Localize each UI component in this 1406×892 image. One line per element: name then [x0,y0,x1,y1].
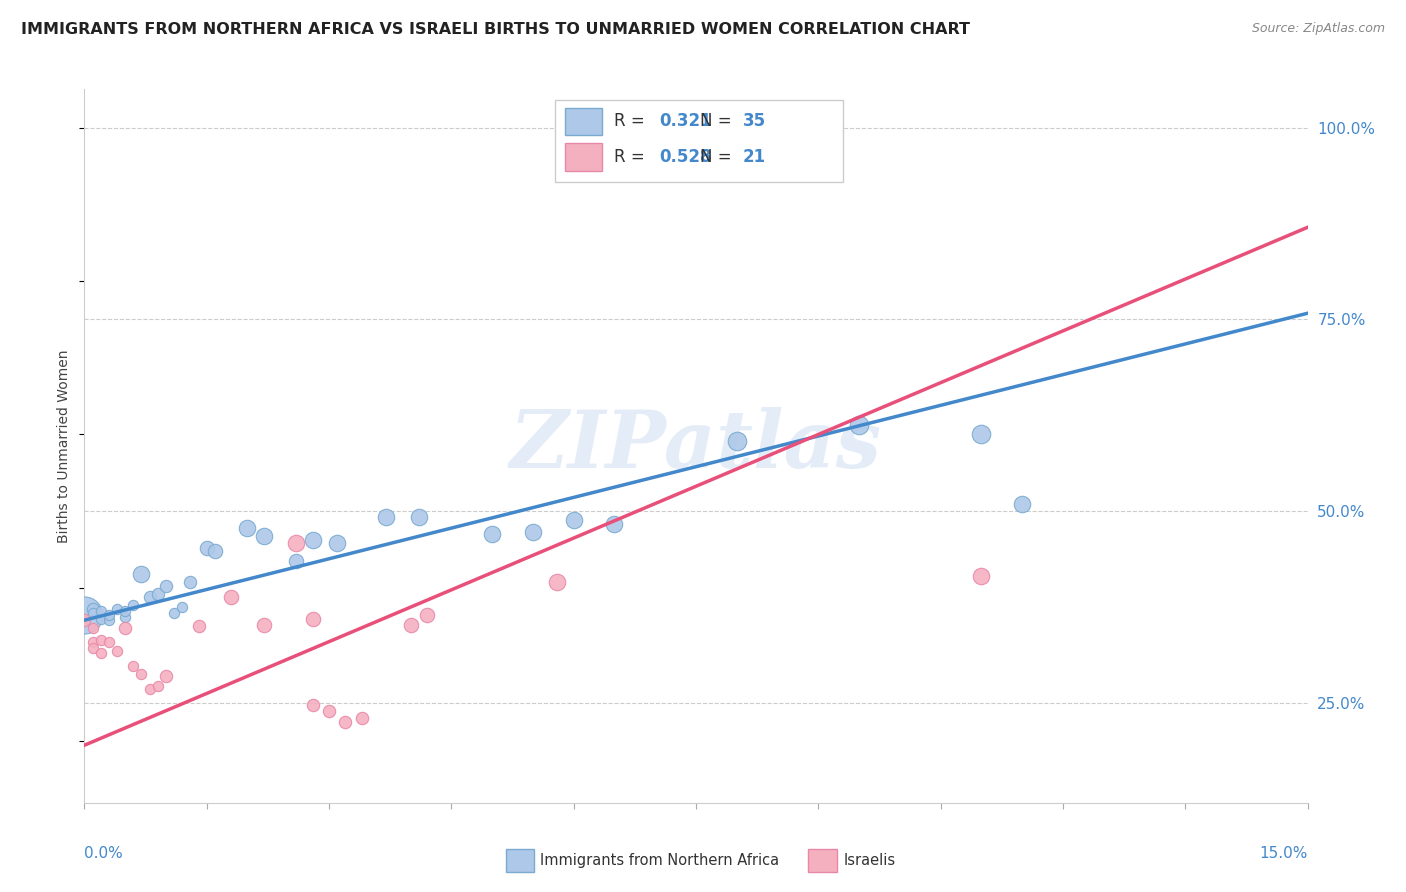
Text: R =: R = [614,148,650,166]
Text: 0.321: 0.321 [659,112,711,130]
Text: 0.528: 0.528 [659,148,711,166]
Point [301,533,323,548]
Point [138,682,160,697]
Point [163,606,186,620]
Text: 0.0%: 0.0% [84,846,124,861]
Point [105,644,128,658]
Point [90,646,112,660]
Text: N =: N = [700,112,737,130]
Point [155,579,177,593]
Point [82,602,104,616]
Point [122,659,145,673]
Point [204,544,226,558]
Point [350,711,373,725]
Text: 21: 21 [742,148,766,166]
Point [73,607,96,622]
FancyBboxPatch shape [565,108,602,135]
Point [82,621,104,635]
FancyBboxPatch shape [565,144,602,170]
Text: Source: ZipAtlas.com: Source: ZipAtlas.com [1251,22,1385,36]
Text: ZIPatlas: ZIPatlas [510,408,882,484]
Point [253,529,276,543]
Point [236,521,259,535]
Point [1011,497,1033,511]
Text: 15.0%: 15.0% [1260,846,1308,861]
Point [179,574,201,589]
Y-axis label: Births to Unmarried Women: Births to Unmarried Women [58,350,72,542]
Point [970,427,993,442]
Point [122,598,145,612]
Point [82,640,104,655]
Point [408,510,430,524]
Point [725,434,748,448]
FancyBboxPatch shape [555,100,842,182]
Point [481,527,503,541]
Point [97,607,120,622]
Point [187,619,209,633]
Point [90,604,112,618]
Point [335,715,357,730]
Point [97,613,120,627]
Point [90,612,112,626]
Point [219,590,242,604]
Point [522,524,544,539]
Point [546,574,568,589]
Point [326,536,349,550]
Point [114,610,136,624]
Point [114,621,136,635]
Point [285,554,308,568]
Point [195,541,218,555]
Point [285,536,308,550]
Point [105,602,128,616]
Point [155,669,177,683]
Point [603,517,626,532]
Point [301,612,323,626]
Point [82,634,104,648]
Point [131,666,153,681]
Point [399,617,422,632]
Point [138,590,160,604]
Text: IMMIGRANTS FROM NORTHERN AFRICA VS ISRAELI BIRTHS TO UNMARRIED WOMEN CORRELATION: IMMIGRANTS FROM NORTHERN AFRICA VS ISRAE… [21,22,970,37]
Point [970,569,993,583]
Point [562,513,585,527]
Point [131,567,153,582]
Point [848,418,870,433]
Point [146,587,169,601]
Point [73,613,96,627]
Text: 35: 35 [742,112,766,130]
Point [253,617,276,632]
Point [82,606,104,620]
Point [375,510,398,524]
Point [97,634,120,648]
Text: N =: N = [700,148,737,166]
Text: Israelis: Israelis [844,854,896,868]
Point [172,600,194,615]
Point [301,698,323,712]
Text: Immigrants from Northern Africa: Immigrants from Northern Africa [540,854,779,868]
Point [416,607,439,622]
Point [90,633,112,648]
Point [146,679,169,693]
Point [318,704,340,718]
Text: R =: R = [614,112,650,130]
Point [114,604,136,618]
